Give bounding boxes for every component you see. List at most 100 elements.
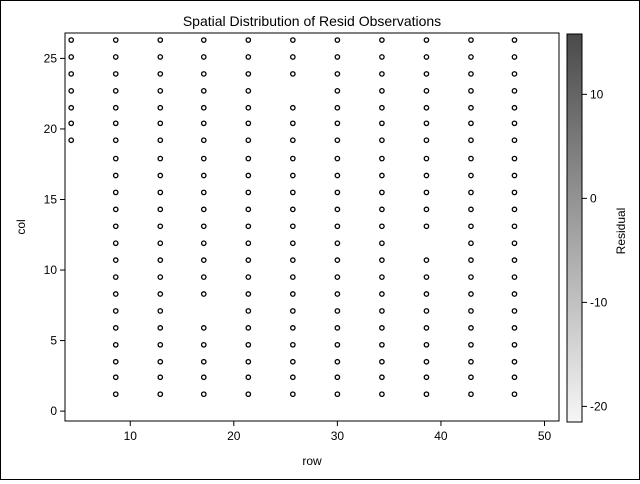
data-point [379, 37, 385, 43]
data-point [157, 325, 164, 331]
data-point [511, 308, 518, 314]
data-point [511, 341, 518, 348]
data-point [200, 358, 207, 365]
data-point [468, 71, 474, 77]
data-point [423, 206, 430, 213]
data-point [468, 308, 474, 314]
data-point [379, 71, 385, 77]
data-point [157, 137, 164, 144]
data-point [289, 223, 296, 230]
data-point [157, 308, 164, 314]
data-point [511, 325, 518, 331]
y-tick-label: 25 [44, 51, 58, 65]
data-point [245, 257, 252, 264]
data-point [468, 274, 474, 280]
data-point [379, 391, 385, 398]
data-point [112, 325, 119, 331]
data-point [468, 206, 474, 213]
data-point [423, 172, 430, 179]
x-axis-label: row [302, 454, 322, 468]
data-point [157, 257, 164, 264]
data-point [200, 172, 207, 179]
data-point [245, 308, 252, 314]
data-point [289, 37, 296, 43]
data-point [68, 37, 75, 43]
data-point [157, 223, 164, 230]
data-point [157, 291, 164, 297]
data-point [468, 104, 474, 111]
data-point [468, 223, 474, 230]
data-point [245, 240, 252, 247]
data-point [112, 155, 119, 162]
data-point [334, 71, 341, 77]
data-point [289, 71, 296, 77]
colorbar-label: Residual [614, 208, 628, 255]
data-point [379, 240, 385, 247]
data-point [112, 37, 119, 43]
data-point [423, 291, 430, 297]
data-point [200, 137, 207, 144]
data-point [379, 341, 385, 348]
y-tick-label: 0 [50, 404, 57, 418]
data-point [68, 120, 75, 127]
data-point [334, 37, 341, 43]
data-point [511, 54, 518, 60]
data-point [334, 206, 341, 213]
data-point [511, 104, 518, 111]
data-point [379, 358, 385, 365]
data-point [379, 54, 385, 60]
data-point [245, 137, 252, 144]
data-point [68, 87, 75, 94]
data-point [379, 274, 385, 280]
data-point [423, 358, 430, 365]
data-point [157, 274, 164, 280]
colorbar-tick-label: 10 [590, 87, 604, 101]
data-point [112, 341, 119, 348]
data-point [200, 257, 207, 264]
data-point [468, 341, 474, 348]
data-point [379, 308, 385, 314]
data-point [334, 240, 341, 247]
data-point [379, 189, 385, 196]
data-point [511, 291, 518, 297]
data-point [423, 223, 430, 230]
data-point [289, 308, 296, 314]
data-point [200, 391, 207, 398]
data-point [334, 137, 341, 144]
data-point [423, 257, 430, 264]
data-point [200, 240, 207, 247]
data-point [379, 120, 385, 127]
data-point [423, 325, 430, 331]
colorbar-tick-label: 0 [590, 191, 597, 205]
data-point [245, 391, 252, 398]
data-point [245, 341, 252, 348]
data-point [112, 137, 119, 144]
data-point [334, 120, 341, 127]
data-point [289, 341, 296, 348]
data-point [112, 120, 119, 127]
data-point [157, 172, 164, 179]
data-point [245, 37, 252, 43]
x-tick-label: 20 [227, 429, 241, 443]
data-point [200, 189, 207, 196]
data-point [245, 206, 252, 213]
data-point [468, 37, 474, 43]
data-point [468, 325, 474, 331]
data-point [157, 189, 164, 196]
y-tick-label: 15 [44, 192, 58, 206]
data-point [423, 341, 430, 348]
data-point [379, 257, 385, 264]
data-point [334, 274, 341, 280]
data-point [157, 240, 164, 247]
data-point [334, 87, 341, 94]
data-point [245, 274, 252, 280]
data-point [423, 87, 430, 94]
data-point [112, 240, 119, 247]
data-point [289, 172, 296, 179]
data-point [379, 104, 385, 111]
data-point [511, 87, 518, 94]
data-point [157, 206, 164, 213]
data-point [468, 358, 474, 365]
